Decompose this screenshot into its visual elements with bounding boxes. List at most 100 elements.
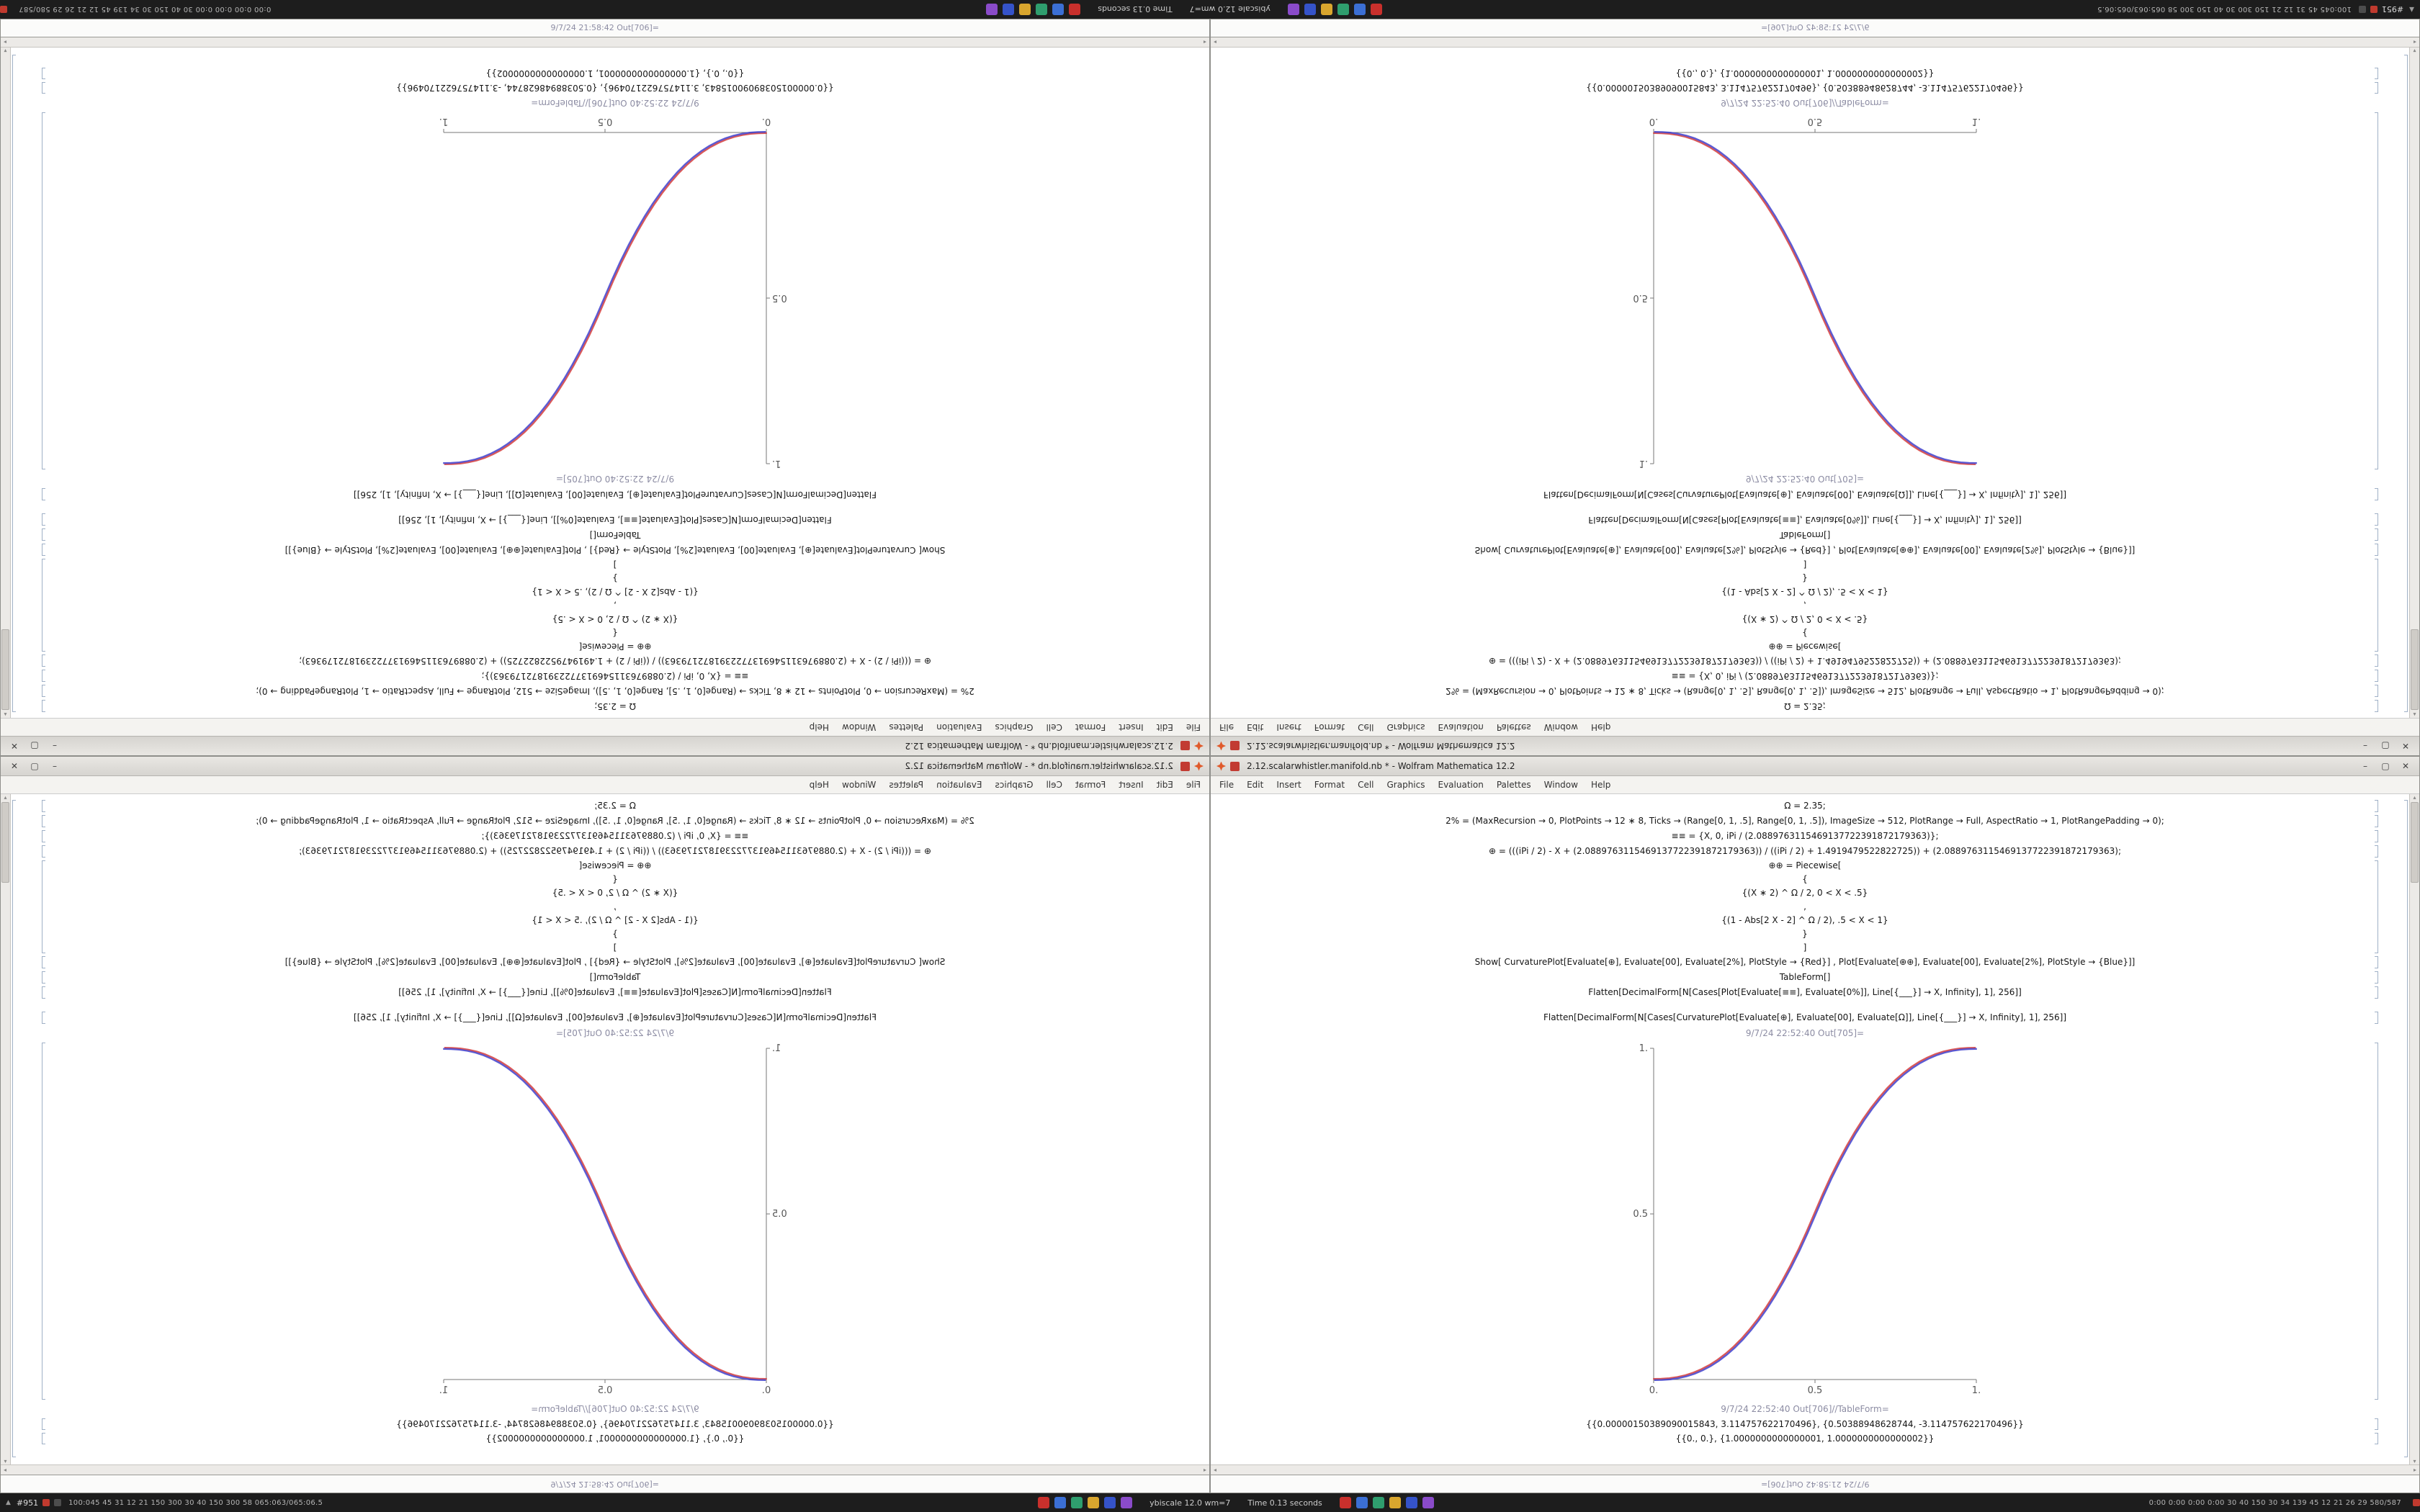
- input-cell[interactable]: Show[ CurvaturePlot[Evaluate[⊕], Evaluat…: [1225, 542, 2385, 557]
- input-cell[interactable]: ≡≡ = {X, 0, iPi / (2.0889763115469137722…: [35, 829, 1195, 844]
- scroll-up-icon[interactable]: ▴: [2413, 711, 2416, 718]
- input-cell-text[interactable]: ⊕⊕ = Piecewise[: [578, 860, 652, 870]
- input-cell-text[interactable]: }: [1802, 573, 1808, 583]
- input-cell[interactable]: Flatten[DecimalForm[N[Cases[CurvaturePlo…: [1225, 1010, 2385, 1025]
- input-cell-piecewise[interactable]: ⊕⊕ = Piecewise[ { {(X ∗ 2) ^ Ω / 2, 0 < …: [35, 859, 1195, 955]
- taskbar-app-icon-chat[interactable]: [1054, 1497, 1067, 1508]
- menu-item-graphics[interactable]: Graphics: [995, 722, 1034, 732]
- input-cell-text[interactable]: {(X ∗ 2) ^ Ω / 2, 0 < X < .5}: [1742, 888, 1868, 898]
- input-cell-text[interactable]: ,: [1803, 600, 1806, 611]
- menu-item-graphics[interactable]: Graphics: [1386, 722, 1425, 732]
- input-cell[interactable]: TableForm[]: [1225, 527, 2385, 542]
- input-cell-text[interactable]: TableForm[]: [1779, 530, 1831, 540]
- input-cell-text[interactable]: {: [612, 874, 618, 884]
- taskbar-app-icon-screen[interactable]: [1372, 1497, 1384, 1508]
- menu-item-file[interactable]: File: [1219, 780, 1234, 790]
- scrollbar-thumb[interactable]: [2411, 629, 2419, 710]
- input-cell-text[interactable]: ⊕ = (((iPi / 2) - X + (2.088976311546913…: [1489, 846, 2121, 856]
- input-cell[interactable]: ≡≡ = {X, 0, iPi / (2.0889763115469137722…: [1225, 829, 2385, 844]
- input-cell-text[interactable]: Ω = 2.35;: [1784, 701, 1826, 711]
- menu-item-window[interactable]: Window: [842, 780, 877, 790]
- minimize-button[interactable]: –: [53, 741, 57, 751]
- input-cell-text[interactable]: {: [1802, 628, 1808, 638]
- menu-item-edit[interactable]: Edit: [1247, 722, 1264, 732]
- menu-item-file[interactable]: File: [1186, 780, 1201, 790]
- scroll-up-icon[interactable]: ▴: [2413, 794, 2416, 801]
- input-cell[interactable]: Show[ CurvaturePlot[Evaluate[⊕], Evaluat…: [35, 542, 1195, 557]
- minimize-button[interactable]: –: [2363, 761, 2367, 771]
- input-cell[interactable]: TableForm[]: [35, 970, 1195, 985]
- menu-item-format[interactable]: Format: [1314, 722, 1345, 732]
- scroll-up-icon[interactable]: ▴: [4, 794, 7, 801]
- window-titlebar[interactable]: 2.12.scalarwhistler.manifold.nb * - Wolf…: [1211, 757, 2419, 776]
- window-titlebar[interactable]: 2.12.scalarwhistler.manifold.nb * - Wolf…: [1, 757, 1209, 776]
- scroll-left-icon[interactable]: ◂: [1203, 1467, 1206, 1473]
- scroll-right-icon[interactable]: ▸: [4, 39, 7, 45]
- input-cell-text[interactable]: Show[ CurvaturePlot[Evaluate[⊕], Evaluat…: [284, 545, 946, 555]
- menu-item-palettes[interactable]: Palettes: [889, 780, 924, 790]
- taskbar-app-icon-media[interactable]: [1121, 1497, 1133, 1508]
- vertical-scrollbar[interactable]: ▴ ▾: [2409, 48, 2419, 718]
- scrollbar-thumb[interactable]: [1, 629, 9, 710]
- input-cell-text[interactable]: TableForm[]: [589, 530, 641, 540]
- menu-item-window[interactable]: Window: [842, 722, 877, 732]
- taskbar-expand-icon[interactable]: ▲: [6, 1499, 11, 1506]
- input-cell[interactable]: ⊕ = (((iPi / 2) - X + (2.088976311546913…: [35, 653, 1195, 668]
- close-button[interactable]: ✕: [10, 741, 19, 751]
- minimize-button[interactable]: –: [53, 761, 57, 771]
- menu-item-cell[interactable]: Cell: [1358, 780, 1374, 790]
- input-cell-text[interactable]: ,: [1803, 901, 1806, 912]
- input-cell-text[interactable]: ,: [614, 901, 617, 912]
- taskbar-app-icon-media[interactable]: [1422, 1497, 1434, 1508]
- input-cell[interactable]: Flatten[DecimalForm[N[Cases[CurvaturePlo…: [35, 1010, 1195, 1025]
- input-cell-text[interactable]: ≡≡ = {X, 0, iPi / (2.0889763115469137722…: [481, 671, 749, 681]
- input-cell-text[interactable]: TableForm[]: [1779, 972, 1831, 982]
- input-cell-text[interactable]: {(1 - Abs[2 X - 2] ^ Ω / 2), .5 < X < 1}: [1721, 587, 1888, 597]
- input-cell[interactable]: Ω = 2.35;: [35, 698, 1195, 714]
- input-cell-text[interactable]: ≡≡ = {X, 0, iPi / (2.0889763115469137722…: [1671, 671, 1939, 681]
- input-cell-piecewise[interactable]: ⊕⊕ = Piecewise[ { {(X ∗ 2) ^ Ω / 2, 0 < …: [35, 557, 1195, 653]
- input-cell-text[interactable]: 2% = (MaxRecursion → 0, PlotPoints → 12 …: [256, 686, 974, 696]
- taskbar-app-icon-record[interactable]: [1069, 4, 1081, 15]
- input-cell-text[interactable]: ]: [1803, 559, 1807, 570]
- maximize-button[interactable]: ▢: [2381, 761, 2390, 771]
- taskbar-app-icon-files[interactable]: [1003, 4, 1015, 15]
- menu-item-palettes[interactable]: Palettes: [1496, 780, 1531, 790]
- input-cell[interactable]: Flatten[DecimalForm[N[Cases[Plot[Evaluat…: [35, 512, 1195, 527]
- input-cell-text[interactable]: TableForm[]: [589, 972, 641, 982]
- input-cell-text[interactable]: Show[ CurvaturePlot[Evaluate[⊕], Evaluat…: [1474, 545, 2136, 555]
- taskbar-expand-icon[interactable]: ▲: [2409, 6, 2414, 13]
- input-cell-text[interactable]: ⊕ = (((iPi / 2) - X + (2.088976311546913…: [299, 846, 931, 856]
- vertical-scrollbar[interactable]: ▴ ▾: [1, 794, 11, 1464]
- menu-item-help[interactable]: Help: [809, 722, 830, 732]
- menu-item-insert[interactable]: Insert: [1276, 780, 1301, 790]
- taskbar-app-icon-screen[interactable]: [1337, 4, 1349, 15]
- menu-item-insert[interactable]: Insert: [1276, 722, 1301, 732]
- input-cell[interactable]: TableForm[]: [1225, 970, 2385, 985]
- input-cell-text[interactable]: ⊕⊕ = Piecewise[: [1768, 642, 1842, 652]
- menu-item-cell[interactable]: Cell: [1046, 780, 1062, 790]
- input-cell[interactable]: Ω = 2.35;: [1225, 798, 2385, 814]
- scroll-left-icon[interactable]: ◂: [1203, 39, 1206, 45]
- input-cell[interactable]: ⊕ = (((iPi / 2) - X + (2.088976311546913…: [1225, 653, 2385, 668]
- menu-item-cell[interactable]: Cell: [1358, 722, 1374, 732]
- maximize-button[interactable]: ▢: [30, 741, 39, 751]
- input-cell-text[interactable]: Show[ CurvaturePlot[Evaluate[⊕], Evaluat…: [1474, 957, 2136, 967]
- input-cell[interactable]: ⊕ = (((iPi / 2) - X + (2.088976311546913…: [1225, 844, 2385, 859]
- input-cell[interactable]: Flatten[DecimalForm[N[Cases[Plot[Evaluat…: [1225, 512, 2385, 527]
- scroll-right-icon[interactable]: ▸: [4, 1467, 7, 1473]
- input-cell-text[interactable]: Flatten[DecimalForm[N[Cases[Plot[Evaluat…: [1588, 515, 2022, 525]
- input-cell[interactable]: 2% = (MaxRecursion → 0, PlotPoints → 12 …: [35, 814, 1195, 829]
- input-cell-text[interactable]: ]: [613, 942, 617, 953]
- input-cell-text[interactable]: {: [612, 628, 618, 638]
- input-cell-text[interactable]: Ω = 2.35;: [594, 801, 636, 811]
- input-cell-text[interactable]: }: [612, 573, 618, 583]
- vertical-scrollbar[interactable]: ▴ ▾: [2409, 794, 2419, 1464]
- menu-item-edit[interactable]: Edit: [1156, 722, 1173, 732]
- menu-item-palettes[interactable]: Palettes: [1496, 722, 1531, 732]
- taskbar-app-icon-record[interactable]: [1339, 1497, 1351, 1508]
- scroll-right-icon[interactable]: ▸: [2413, 39, 2416, 45]
- input-cell-text[interactable]: Flatten[DecimalForm[N[Cases[Plot[Evaluat…: [1588, 987, 2022, 997]
- maximize-button[interactable]: ▢: [2381, 741, 2390, 751]
- input-cell-text[interactable]: ,: [614, 600, 617, 611]
